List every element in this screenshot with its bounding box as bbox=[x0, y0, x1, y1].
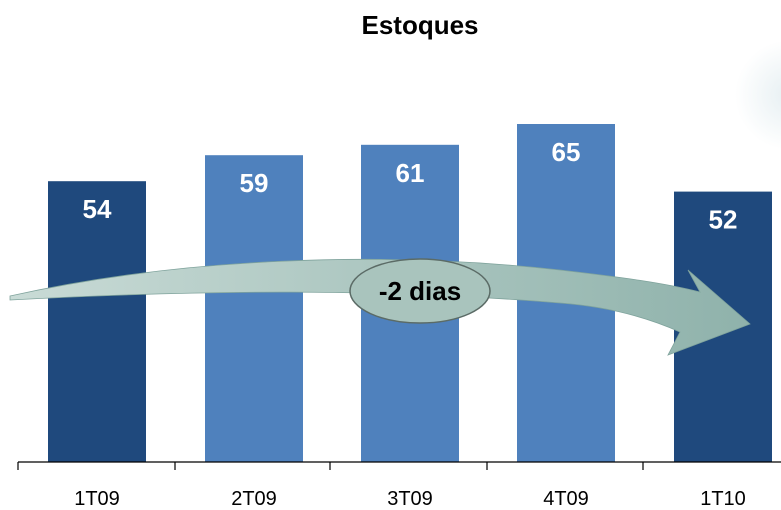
watermark-logo bbox=[735, 40, 781, 150]
trend-arrow bbox=[9, 259, 751, 356]
value-label-2T09: 59 bbox=[240, 168, 269, 198]
category-label-1T10: 1T10 bbox=[700, 488, 746, 510]
chart-title: Estoques bbox=[361, 10, 478, 40]
value-label-1T09: 54 bbox=[83, 194, 112, 224]
category-label-3T09: 3T09 bbox=[387, 488, 433, 510]
value-label-4T09: 65 bbox=[552, 137, 581, 167]
value-labels-group: 54 59 61 65 52 bbox=[83, 137, 738, 235]
category-label-2T09: 2T09 bbox=[231, 488, 277, 510]
bar-2T09 bbox=[205, 155, 303, 462]
callout-text: -2 dias bbox=[379, 276, 461, 306]
value-label-3T09: 61 bbox=[396, 158, 425, 188]
value-label-1T10: 52 bbox=[709, 205, 738, 235]
category-labels-group: 1T09 2T09 3T09 4T09 1T10 bbox=[74, 488, 746, 510]
bar-1T09 bbox=[48, 181, 146, 462]
x-axis bbox=[17, 461, 781, 470]
category-label-1T09: 1T09 bbox=[74, 488, 120, 510]
category-label-4T09: 4T09 bbox=[543, 488, 589, 510]
callout-bubble bbox=[349, 258, 491, 324]
callout-arrow-group: -2 dias bbox=[9, 258, 751, 356]
